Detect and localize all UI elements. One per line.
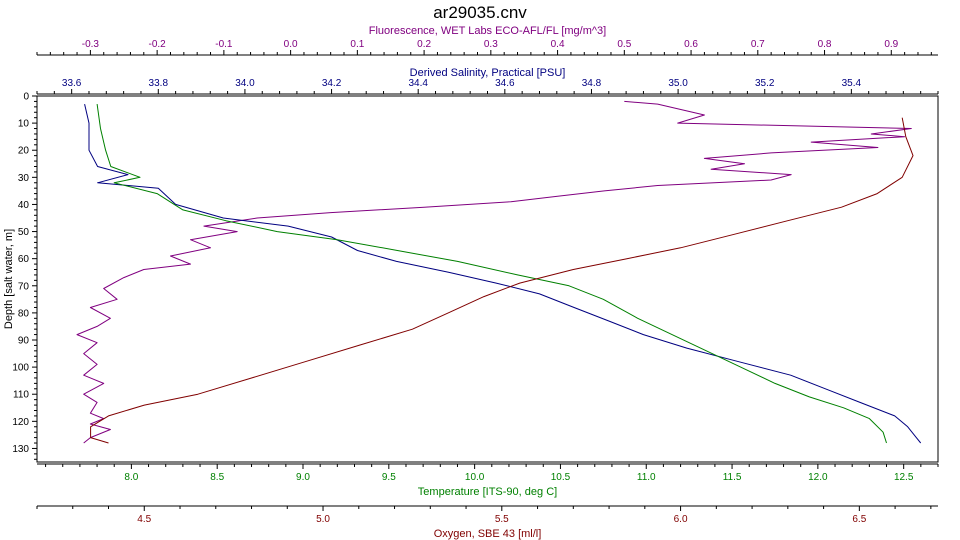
series-line-salinity	[84, 103, 922, 444]
fluorescence-tick-label: -0.3	[82, 39, 100, 50]
depth-tick-label: 110	[13, 390, 29, 401]
plot-area	[36, 95, 939, 463]
salinity-tick-label: 34.6	[495, 78, 515, 89]
salinity-tick-label: 34.2	[322, 78, 342, 89]
temperature-axis-label: Temperature [ITS-90, deg C]	[418, 486, 557, 498]
fluorescence-tick-label: -0.1	[215, 39, 233, 50]
salinity-tick-label: 33.6	[62, 78, 82, 89]
fluorescence-tick-label: 0.8	[818, 39, 832, 50]
temperature-tick-label: 9.0	[296, 472, 310, 483]
depth-tick-label: 100	[12, 363, 29, 374]
series-line-fluorescence	[76, 100, 912, 444]
oxygen-axis-label: Oxygen, SBE 43 [ml/l]	[434, 528, 542, 540]
salinity-axis-label: Derived Salinity, Practical [PSU]	[410, 67, 566, 79]
fluorescence-tick-label: 0.2	[417, 39, 431, 50]
depth-tick-label: 80	[18, 308, 30, 319]
depth-tick-label: 20	[18, 146, 30, 157]
fluorescence-tick-label: 0.6	[684, 39, 698, 50]
top-axes: -0.3 -0.2 -0.1 0.0 0.1 0.2 0.3 0.4 0.5 0.6 0.7 0.8 0…	[36, 25, 939, 95]
salinity-tick-label: 34.8	[582, 78, 602, 89]
fluorescence-tick-label: 0.9	[884, 39, 898, 50]
series-layer	[76, 100, 922, 444]
salinity-tick-label: 35.2	[755, 78, 775, 89]
depth-tick-label: 120	[12, 417, 29, 428]
series-line-temperature	[96, 104, 887, 444]
depth-tick-label: 30	[18, 173, 30, 184]
depth-tick-label: 40	[18, 200, 30, 211]
depth-tick-label: 70	[18, 281, 30, 292]
salinity-tick-label: 34.4	[408, 78, 428, 89]
salinity-tick-label: 35.4	[842, 78, 862, 89]
depth-tick-label: 130	[12, 444, 29, 455]
temperature-tick-label: 10.5	[551, 472, 571, 483]
bottom-axes: 8.0 8.5 9.0 9.5 10.0 10.5 11.0 11.5 12.0 12.5 Temp…	[36, 463, 939, 540]
depth-tick-label: 90	[18, 336, 30, 347]
depth-tick-label: 0	[23, 92, 29, 103]
salinity-tick-label: 33.8	[149, 78, 169, 89]
depth-tick-label: 50	[18, 227, 30, 238]
depth-axis: 0 10 20 30 40 50 60 70 80 90 100 110 120 130 Depth [sa…	[3, 92, 37, 460]
fluorescence-tick-label: 0.7	[751, 39, 765, 50]
fluorescence-tick-label: -0.2	[149, 39, 167, 50]
temperature-tick-label: 10.0	[465, 472, 485, 483]
oxygen-tick-label: 4.5	[137, 514, 151, 525]
fluorescence-tick-label: 0.5	[617, 39, 631, 50]
chart-title: ar29035.cnv	[433, 3, 527, 22]
depth-tick-label: 10	[18, 119, 30, 130]
temperature-tick-label: 12.5	[894, 472, 914, 483]
temperature-tick-label: 8.5	[210, 472, 224, 483]
depth-tick-label: 60	[18, 254, 30, 265]
salinity-tick-label: 34.0	[235, 78, 255, 89]
fluorescence-axis-label: Fluorescence, WET Labs ECO-AFL/FL [mg/m^…	[369, 25, 606, 37]
temperature-tick-label: 11.0	[637, 472, 656, 483]
temperature-tick-label: 8.0	[124, 472, 138, 483]
oxygen-tick-label: 6.0	[674, 514, 688, 525]
fluorescence-tick-label: 0.1	[350, 39, 364, 50]
fluorescence-tick-label: 0.3	[484, 39, 498, 50]
fluorescence-tick-label: 0.0	[284, 39, 298, 50]
salinity-tick-label: 35.0	[668, 78, 688, 89]
temperature-tick-label: 9.5	[382, 472, 396, 483]
temperature-tick-label: 11.5	[723, 472, 742, 483]
oxygen-tick-label: 5.5	[495, 514, 509, 525]
temperature-tick-label: 12.0	[808, 472, 828, 483]
series-line-oxygen	[90, 117, 914, 444]
oxygen-tick-label: 6.5	[852, 514, 866, 525]
fluorescence-tick-label: 0.4	[551, 39, 565, 50]
depth-axis-label: Depth [salt water, m]	[3, 229, 15, 329]
oxygen-tick-label: 5.0	[316, 514, 330, 525]
